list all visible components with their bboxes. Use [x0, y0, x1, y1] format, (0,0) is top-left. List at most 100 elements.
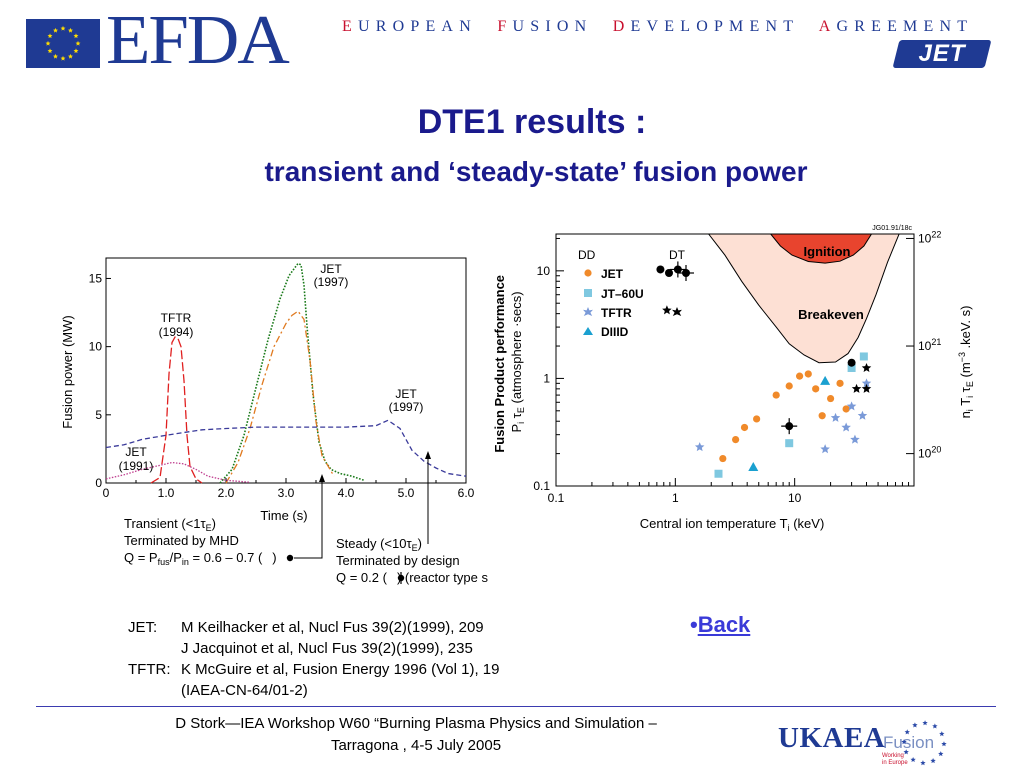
jet-logo: JET [892, 40, 992, 68]
eu-star [53, 27, 58, 33]
x-tick-label: 10 [788, 491, 802, 505]
point-jet-dd [804, 370, 812, 378]
svg-text:Terminated by MHD: Terminated by MHD [124, 533, 239, 548]
word-fusion: USION [512, 18, 593, 35]
point-tftr [857, 410, 868, 420]
point-jet-dt [656, 265, 665, 274]
fusion-power-chart: 0 1.0 2.0 3.0 4.0 5.0 6.0 0 5 10 15 Fusion power (… [58, 250, 488, 595]
reference-text: K McGuire et al, Fusion Energy 1996 (Vol… [181, 661, 500, 678]
initial-d: D [612, 18, 631, 35]
reference-row: (IAEA-CN-64/01-2) [128, 680, 500, 701]
initial-e: E [342, 18, 358, 35]
region-ignition-label: Ignition [804, 244, 851, 259]
point-tftr [861, 378, 872, 388]
series-line [105, 461, 251, 483]
x-tick-label: 0 [103, 486, 110, 500]
point-jet-dd [753, 415, 761, 423]
reference-label [128, 638, 181, 659]
fusion-star [922, 720, 928, 726]
y2-tick-label: 1020 [918, 445, 941, 461]
point-tftr [820, 444, 830, 454]
y-axis-label: Fusion power (MW) [60, 315, 75, 428]
point-jet-dd [719, 454, 727, 463]
svg-text:Steady (<10τE): Steady (<10τE) [336, 536, 422, 553]
annotation-tftr-1994: TFTR (1994) [159, 311, 194, 339]
series-line [150, 336, 203, 484]
steady-marker [397, 572, 405, 584]
point-jt60u [859, 352, 868, 361]
footer-line-2: Tarragona , 4-5 July 2005 [330, 737, 502, 754]
point-tftr-dt [861, 383, 872, 393]
reference-row: J Jacquinot et al, Nucl Fus 39(2)(1999),… [128, 638, 500, 659]
y-tick-label: 0 [95, 476, 102, 490]
fusion-star [939, 731, 945, 737]
eu-star [47, 48, 53, 54]
x-tick-label: 3.0 [278, 486, 295, 500]
fusion-star [912, 722, 918, 728]
x-tick-label: 0.1 [548, 491, 565, 505]
fusion-star [903, 749, 909, 755]
point-diiid [820, 375, 831, 385]
reference-label: JET: [128, 619, 158, 636]
point-tftr-dt [662, 305, 672, 315]
eu-star [60, 55, 66, 61]
header: EFDA EUROPEAN FUSION DEVELOPMENT AGREEME… [0, 0, 1024, 80]
fusion-star [930, 758, 936, 764]
x-tick-label: 6.0 [458, 486, 475, 500]
point-diiid [748, 462, 759, 472]
annotation-jet-1997-steady: JET (1997) [389, 387, 424, 414]
point-tftr [694, 442, 705, 452]
region-breakeven-label: Breakeven [798, 307, 864, 322]
fusion-star [901, 739, 907, 745]
y-axis-label: Fusion Product performance Pi τE (atmosp… [492, 271, 526, 452]
y-tick-label: 10 [537, 264, 551, 278]
word-development: EVELOPMENT [630, 18, 800, 35]
efda-logo: EFDA [106, 2, 290, 79]
point-tftr [846, 401, 857, 411]
eu-star [68, 53, 73, 59]
y-tick-label: 15 [89, 271, 103, 285]
transient-note: Transient (<1τE) Terminated by MHD Q = P… [124, 516, 294, 567]
reference-text: (IAEA-CN-64/01-2) [181, 682, 308, 699]
fusion-star [910, 756, 916, 763]
transient-marker [286, 554, 294, 562]
point-jt60u [785, 439, 794, 448]
footer-line-1: D Stork—IEA Workshop W60 “Burning Plasma… [175, 715, 657, 732]
references: JET: M Keilhacker et al, Nucl Fus 39(2)(1… [128, 617, 500, 701]
initial-a: A [818, 18, 837, 35]
svg-text:JT–60U: JT–60U [601, 287, 644, 301]
x-axis-label: Time (s) [260, 508, 307, 523]
reference-label [128, 680, 181, 701]
footer-divider [36, 706, 996, 707]
back-link[interactable]: Back [697, 612, 751, 637]
svg-text:Q = 0.2 () (reactor type shot): Q = 0.2 () (reactor type shot) [336, 570, 488, 585]
point-jet-dd [796, 372, 804, 380]
x-tick-label: 2.0 [218, 486, 235, 500]
fusion-star [932, 723, 938, 729]
y-tick-label: 0.1 [533, 479, 550, 493]
point-jet-dd [836, 379, 844, 387]
eu-star [73, 33, 79, 39]
breakeven-region [707, 234, 900, 364]
back-link-item: •Back [690, 612, 750, 638]
efda-full-name: EUROPEAN FUSION DEVELOPMENT AGREEMENT [342, 18, 973, 36]
svg-text:DIIID: DIIID [601, 325, 629, 339]
fusion-star [904, 729, 910, 735]
eu-flag-icon [26, 19, 100, 68]
point-jet-dd [772, 391, 780, 399]
x-axis-label: Central ion temperature Ti (keV) [640, 516, 825, 533]
series-line [219, 262, 365, 484]
y2-axis-label: ni Ti τE (m−3 .keV. s) [957, 306, 975, 419]
x-tick-label: 5.0 [398, 486, 415, 500]
point-jet-dd [732, 435, 740, 444]
eu-star [45, 40, 51, 46]
steady-note: Steady (<10τE) Terminated by design Q = … [336, 536, 488, 585]
svg-text:Terminated by design: Terminated by design [336, 553, 460, 568]
regions [707, 234, 900, 364]
transient-pointer [294, 478, 323, 559]
point-tftr-dt [861, 362, 872, 373]
jet-logo-text: JET [918, 40, 966, 67]
point-jt60u [714, 469, 723, 478]
point-jt60u [847, 363, 856, 372]
annotation-jet-1991: JET (1991) [119, 445, 154, 473]
